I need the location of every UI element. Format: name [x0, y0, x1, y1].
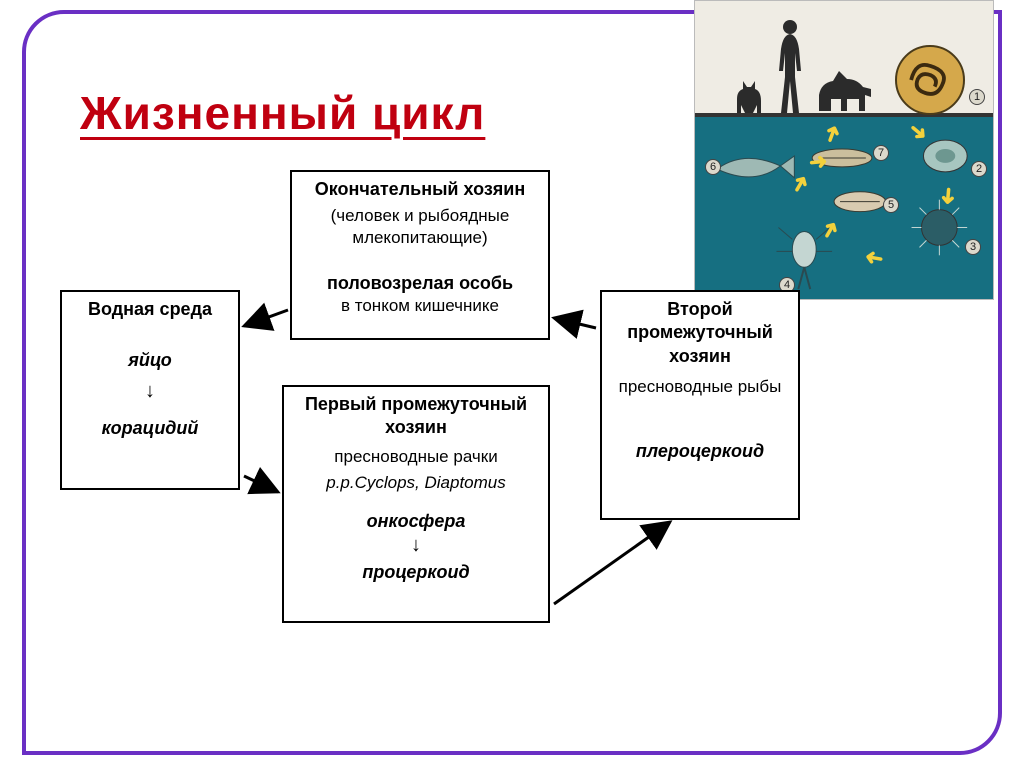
box-c-stage1: онкосфера	[288, 510, 544, 533]
adult-worm-icon	[895, 45, 965, 115]
cat-icon	[733, 79, 763, 115]
stage-badge: 1	[969, 89, 985, 105]
stage-badge: 3	[965, 239, 981, 255]
box-a-sub: (человек и рыбоядные млекопитающие)	[296, 205, 544, 249]
box-c-title: Первый промежуточный хозяин	[288, 393, 544, 440]
box-d-sub: пресноводные рыбы	[606, 376, 794, 398]
box-second-intermediate: Второй промежуточный хозяин пресноводные…	[600, 290, 800, 520]
box-first-intermediate: Первый промежуточный хозяин пресноводные…	[282, 385, 550, 623]
box-b-title: Водная среда	[66, 298, 234, 321]
box-water-env: Водная среда яйцо ↓ корацидий	[60, 290, 240, 490]
dog-icon	[817, 69, 873, 115]
cycle-arrow-icon: ➜	[936, 186, 960, 206]
box-a-title: Окончательный хозяин	[296, 178, 544, 201]
box-a-loc: в тонком кишечнике	[296, 295, 544, 317]
box-c-stage2: процеркоид	[288, 561, 544, 584]
box-c-sub: пресноводные рачки	[288, 446, 544, 468]
box-c-sci: p.p.Cyclops, Diaptomus	[288, 472, 544, 494]
stage-badge: 7	[873, 145, 889, 161]
page-title: Жизненный цикл	[80, 86, 485, 140]
box-d-title: Второй промежуточный хозяин	[606, 298, 794, 368]
flowchart: Окончательный хозяин (человек и рыбоядны…	[60, 160, 820, 720]
down-arrow-icon: ↓	[288, 535, 544, 555]
box-definitive-host: Окончательный хозяин (человек и рыбоядны…	[290, 170, 550, 340]
box-a-stage: половозрелая особь	[296, 272, 544, 295]
human-icon	[773, 19, 807, 115]
cycle-arrow-icon: ➜	[863, 246, 885, 271]
box-b-stage2: корацидий	[66, 417, 234, 440]
down-arrow-icon: ↓	[66, 381, 234, 401]
stage-badge: 5	[883, 197, 899, 213]
box-b-stage1: яйцо	[66, 349, 234, 372]
stage-badge: 2	[971, 161, 987, 177]
box-d-stage1: плероцеркоид	[606, 440, 794, 463]
